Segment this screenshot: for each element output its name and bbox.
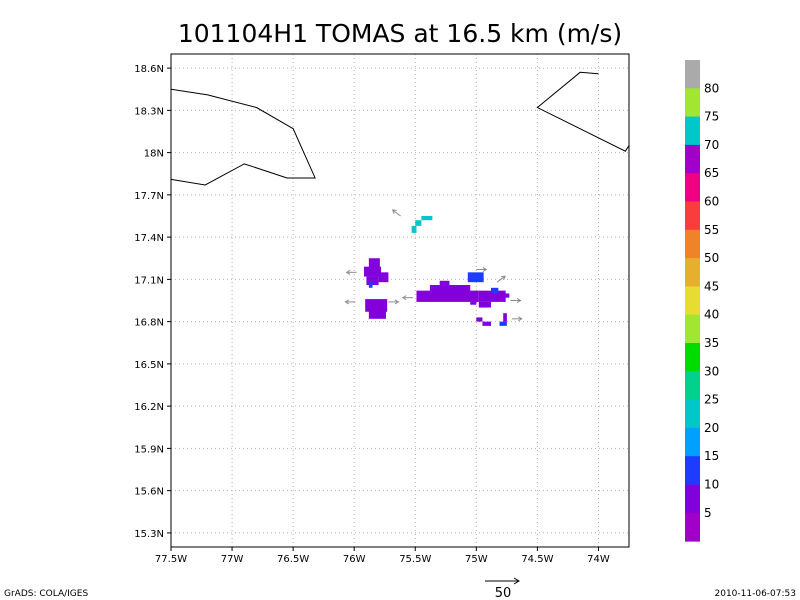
color-swatch [685, 88, 700, 118]
color-swatch [685, 116, 700, 146]
lat-tick-label: 15.9N [134, 444, 164, 455]
wind-speed-cell [467, 272, 484, 283]
color-swatch [685, 371, 700, 401]
color-scale-bar: 5 10 15 20 25 30 35 40 45 50 55 60 65 70 75 80 [685, 60, 719, 542]
wind-speed-cell [411, 225, 417, 233]
wind-speed-cell [499, 321, 507, 326]
color-scale-label: 10 [704, 478, 719, 492]
wind-speed-cell [363, 266, 382, 277]
color-swatch [685, 512, 700, 542]
lat-tick-label: 17.7N [134, 191, 164, 202]
color-scale-label: 55 [704, 223, 719, 237]
map-frame [170, 53, 630, 548]
wind-vector [496, 275, 506, 283]
color-scale-label: 20 [704, 421, 719, 435]
lon-tick-label: 76W [343, 554, 366, 565]
wind-speed-cell [368, 310, 386, 319]
color-scale-label: 40 [704, 308, 719, 322]
color-scale-label: 45 [704, 279, 719, 293]
wind-speed-cell [478, 290, 506, 302]
wind-vector [345, 269, 357, 275]
color-swatch [685, 343, 700, 372]
lon-tick-label: 76.5W [277, 554, 309, 565]
color-swatch [685, 144, 700, 174]
color-scale-label: 50 [704, 251, 719, 265]
color-scale-label: 80 [704, 81, 719, 95]
wind-speed-cell [503, 313, 507, 322]
wind-speed-cell [470, 300, 477, 305]
color-scale-label: 60 [704, 195, 719, 209]
wind-speed-cell [429, 285, 471, 294]
vector-scale-label: 50 [495, 586, 512, 600]
wind-speed-cell [439, 280, 450, 286]
color-scale-label: 30 [704, 364, 719, 378]
color-scale-label: 70 [704, 138, 719, 152]
color-swatch [685, 258, 700, 287]
lon-tick-label: 74W [587, 554, 610, 565]
wind-speed-cell [499, 293, 510, 298]
color-swatch [685, 484, 700, 514]
color-scale-label: 35 [704, 336, 719, 350]
wind-speed-cell [415, 220, 422, 226]
wind-vector [344, 299, 356, 305]
map-plot-area: 77.5W 77W 76.5W 76W 75.5W 75W 74.5W 74W 15.3N 15.… [134, 53, 630, 565]
coastline-jamaica [171, 88, 316, 186]
lat-tick-label: 16.5N [134, 360, 164, 371]
wind-vector [388, 299, 400, 305]
vector-scale-arrow [485, 577, 520, 585]
color-swatch [685, 229, 700, 259]
wind-speed-cell [365, 299, 388, 312]
wind-speed-cell [490, 287, 499, 294]
color-swatch [685, 456, 700, 485]
color-swatch [685, 314, 700, 344]
wind-vector [511, 316, 523, 322]
wind-vector [476, 267, 488, 273]
timestamp: 2010-11-06-07:53 [715, 589, 797, 599]
lon-tick-label: 77W [221, 554, 244, 565]
color-swatch [685, 286, 700, 316]
color-scale-label: 15 [704, 449, 719, 463]
color-swatch [685, 399, 700, 429]
lat-tick-label: 16.2N [134, 402, 164, 413]
color-scale-label: 65 [704, 166, 719, 180]
map-title: 101104H1 TOMAS at 16.5 km (m/s) [178, 19, 622, 48]
coastline-haiti [536, 71, 629, 152]
lat-tick-label: 18N [144, 149, 164, 160]
lon-tick-label: 75.5W [399, 554, 431, 565]
lat-tick-label: 15.3N [134, 529, 164, 540]
lat-tick-label: 18.6N [134, 64, 164, 75]
wind-vector [510, 298, 522, 303]
color-swatch [685, 173, 700, 202]
color-scale-label: 75 [704, 110, 719, 124]
lon-tick-label: 77.5W [155, 554, 187, 565]
color-swatch [685, 427, 700, 457]
lat-tick-label: 18.3N [134, 106, 164, 117]
color-scale-label: 5 [704, 506, 712, 520]
wind-speed-cell [478, 301, 491, 308]
lon-tick-label: 75W [465, 554, 488, 565]
map-data-layer [171, 71, 629, 326]
wind-speed-cell [476, 317, 483, 322]
wind-speed-cell [368, 258, 380, 273]
wind-vector [391, 209, 401, 217]
wind-speed-cell [482, 321, 491, 326]
color-swatch [685, 201, 700, 231]
color-swatch [685, 60, 700, 89]
color-scale-label: 25 [704, 393, 719, 407]
lat-tick-label: 17.1N [134, 275, 164, 286]
lat-tick-label: 15.6N [134, 487, 164, 498]
wind-speed-cell [368, 282, 373, 288]
software-credit: GrADS: COLA/IGES [4, 589, 88, 599]
wind-speed-cell [378, 272, 389, 283]
lat-tick-label: 16.8N [134, 318, 164, 329]
lat-tick-label: 17.4N [134, 233, 164, 244]
wind-speed-cell [366, 276, 379, 286]
wind-speed-cell [416, 290, 479, 302]
wind-vector [401, 295, 413, 301]
lon-tick-label: 74.5W [521, 554, 553, 565]
wind-speed-cell [421, 215, 433, 221]
